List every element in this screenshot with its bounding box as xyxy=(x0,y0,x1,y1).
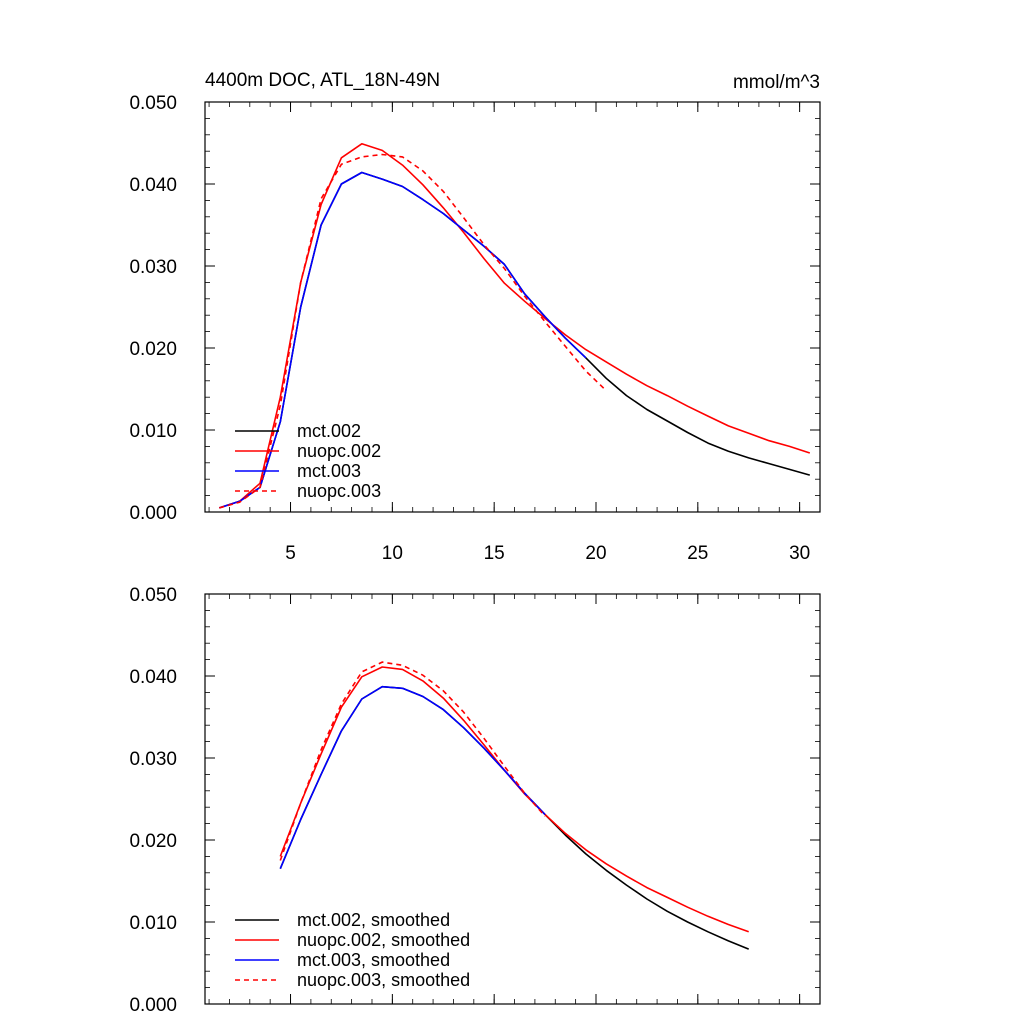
series-line-nuopc-002 xyxy=(219,143,811,509)
y-tick-label: 0.010 xyxy=(129,421,177,442)
top-panel: 0.000 0.010 0.020 0.030 0.040 0.050 5 10 15 20 25 3… xyxy=(129,70,821,564)
x-tick-label: 10 xyxy=(382,543,403,564)
y-tick-label: 0.040 xyxy=(129,667,177,688)
x-tick-label: 30 xyxy=(789,543,810,564)
chart-units: mmol/m^3 xyxy=(733,72,820,93)
y-tick-label: 0.020 xyxy=(129,339,177,360)
plot-frame xyxy=(204,101,821,513)
legend-label: mct.002, smoothed xyxy=(297,910,450,930)
series-line-mct-003 xyxy=(219,171,587,509)
series-line-nuopc-003-smoothed xyxy=(279,661,546,861)
y-tick-label: 0.030 xyxy=(129,257,177,278)
y-tick-label: 0.000 xyxy=(129,995,177,1016)
bottom-panel: 0.000 0.010 0.020 0.030 0.040 0.050 mct.002, s… xyxy=(129,585,821,1016)
legend-label: mct.003, smoothed xyxy=(297,950,450,970)
legend-label: nuopc.003, smoothed xyxy=(297,970,470,990)
series-line-nuopc-002-smoothed xyxy=(279,666,749,933)
x-tick-label: 15 xyxy=(484,543,505,564)
series-line-nuopc-003 xyxy=(219,153,607,509)
y-tick-label: 0.030 xyxy=(129,749,177,770)
legend-label: mct.003 xyxy=(297,461,361,481)
y-tick-label: 0.040 xyxy=(129,175,177,196)
series-line-mct-003-smoothed xyxy=(279,685,546,870)
y-tick-label: 0.050 xyxy=(129,93,177,114)
chart-title: 4400m DOC, ATL_18N-49N xyxy=(205,70,440,91)
y-tick-label: 0.020 xyxy=(129,831,177,852)
legend-label: nuopc.003 xyxy=(297,481,381,501)
plot-frame xyxy=(204,593,821,1005)
y-tick-label: 0.050 xyxy=(129,585,177,606)
x-tick-label: 25 xyxy=(687,543,708,564)
legend-label: nuopc.002 xyxy=(297,441,381,461)
y-tick-label: 0.010 xyxy=(129,913,177,934)
x-tick-label: 5 xyxy=(285,543,296,564)
legend-label: nuopc.002, smoothed xyxy=(297,930,470,950)
y-tick-label: 0.000 xyxy=(129,503,177,524)
x-tick-label: 20 xyxy=(585,543,606,564)
legend-label: mct.002 xyxy=(297,421,361,441)
